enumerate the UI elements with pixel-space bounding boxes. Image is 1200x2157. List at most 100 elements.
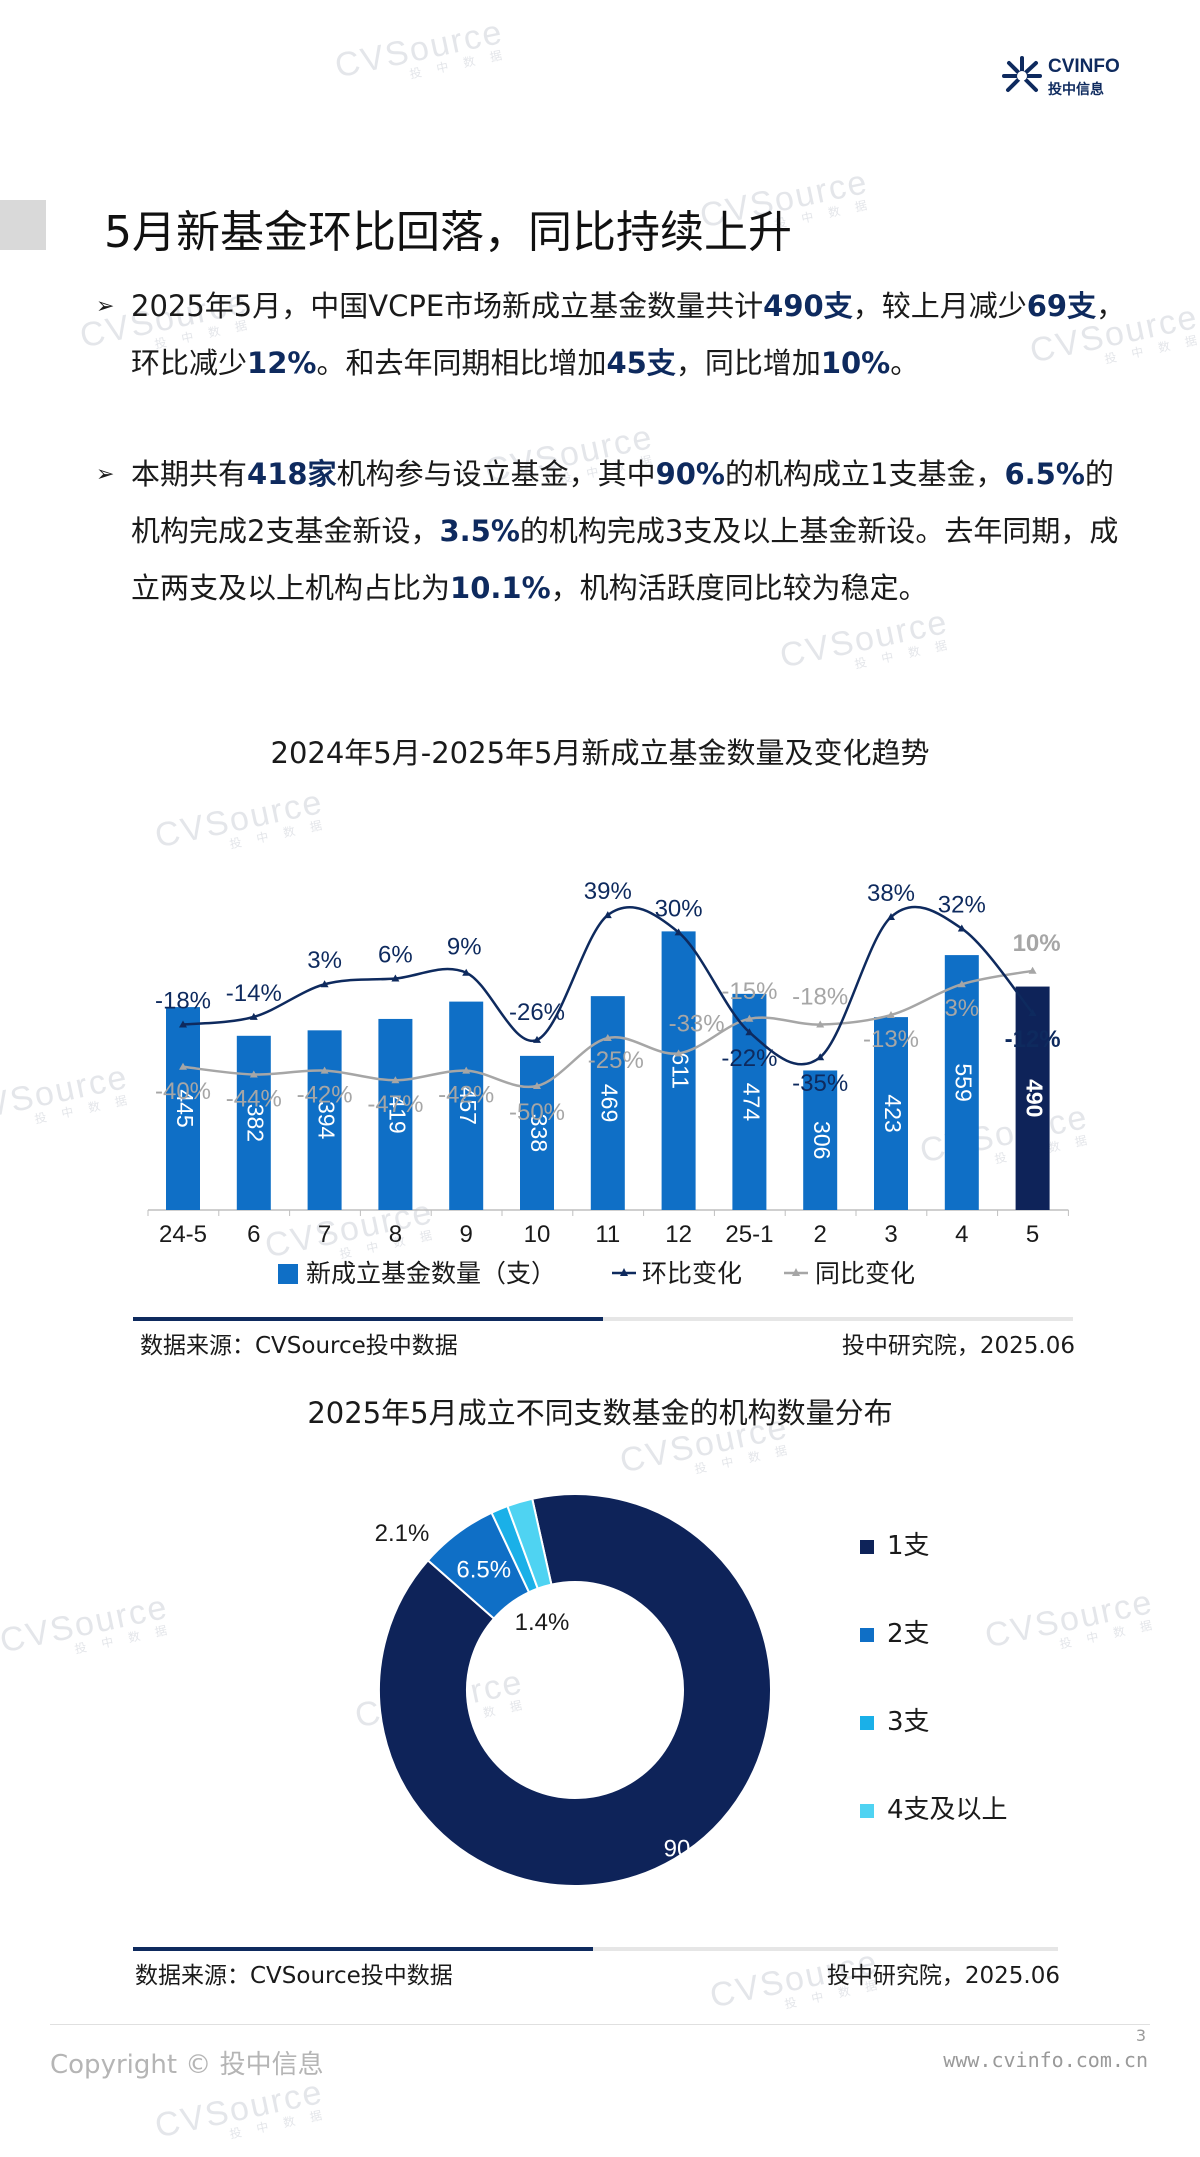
mom-point [1028, 1009, 1037, 1017]
text-run: 2025年5月，中国VCPE市场新成立基金数量共计 [131, 289, 764, 323]
bar-value-label: 338 [526, 1114, 552, 1152]
mom-point [249, 1012, 258, 1020]
copyright-text: Copyright © 投中信息 [50, 2050, 324, 2080]
summary-paragraph-2: ➢ 本期共有418家机构参与设立基金，其中90%的机构成立1支基金，6.5%的机… [96, 446, 1126, 617]
text-run: 。 [890, 346, 920, 380]
mom-point [887, 913, 895, 921]
mom-label: -35% [792, 1070, 848, 1097]
text-run: 的机构完成3支及以上基金新设。去年同期，成立两支及以上机构占比为 [131, 514, 1119, 605]
mom-point [674, 928, 683, 936]
yoy-point [249, 1070, 258, 1078]
logo-text-cn: 投中信息 [1048, 82, 1104, 98]
yoy-label: 3% [944, 995, 979, 1022]
bar-value-label: 490 [1022, 1079, 1048, 1117]
mom-label: 39% [584, 878, 632, 905]
bar-value-label: 474 [738, 1083, 764, 1122]
legend: 新成立基金数量（支） 环比变化 同比变化 [278, 1259, 915, 1288]
mom-point [391, 974, 400, 982]
mom-point [179, 1020, 187, 1028]
x-tick-label: 4 [955, 1221, 968, 1248]
legend-swatch-bars [278, 1264, 298, 1284]
text-run: 本期共有 [131, 457, 248, 491]
mom-label: 38% [867, 880, 915, 907]
bar-value-label: 445 [172, 1089, 198, 1127]
mom-label: -22% [721, 1045, 777, 1072]
mom-label: 9% [447, 934, 482, 961]
yoy-point [179, 1062, 187, 1070]
legend-label: 3支 [887, 1707, 930, 1737]
legend-label: 1支 [887, 1531, 930, 1561]
bar-6 [236, 1035, 271, 1210]
x-tick-label: 10 [524, 1221, 551, 1248]
highlight-value: 12% [247, 346, 317, 380]
bar-5 [1015, 986, 1050, 1210]
bar-value-label: 306 [809, 1121, 835, 1159]
bar-value-label: 611 [668, 1052, 694, 1089]
legend-label: 同比变化 [815, 1259, 915, 1288]
mom-point [320, 980, 329, 988]
legend-swatch [860, 1540, 874, 1554]
footer-divider [50, 2024, 1150, 2025]
mom-label: -12% [1005, 1026, 1061, 1053]
logo-text-en: CVINFO [1048, 56, 1120, 77]
mom-label: -26% [509, 999, 565, 1026]
legend-marker-yoy [792, 1268, 800, 1276]
yoy-point [462, 1066, 471, 1074]
bar-value-label: 382 [243, 1104, 269, 1142]
legend-swatch [860, 1804, 874, 1818]
bar-value-label: 419 [384, 1095, 410, 1133]
highlight-value: 3.5% [439, 514, 520, 548]
x-tick-label: 11 [595, 1221, 620, 1248]
yoy-point [887, 1010, 895, 1018]
yoy-label: -42% [438, 1082, 494, 1109]
summary-paragraph-1: ➢ 2025年5月，中国VCPE市场新成立基金数量共计490支，较上月减少69支… [96, 278, 1126, 392]
x-tick-label: 8 [389, 1221, 402, 1248]
bullet-arrow-icon: ➢ [96, 462, 115, 487]
x-tick-label: 7 [318, 1221, 331, 1248]
source-divider [133, 1947, 1058, 1951]
x-tick-label: 24-5 [159, 1221, 207, 1248]
mom-label: -18% [155, 988, 211, 1015]
slice-label: 2.1% [375, 1520, 430, 1547]
yoy-point [745, 1014, 754, 1022]
legend-label: 新成立基金数量（支） [306, 1259, 556, 1288]
mom-label: 6% [378, 941, 413, 968]
highlight-value: 490支 [763, 289, 853, 323]
bar-value-label: 423 [880, 1094, 906, 1132]
bar-9 [449, 1001, 484, 1210]
bar-4 [944, 955, 979, 1210]
donut-slice-4 [506, 1497, 553, 1590]
bar-value-label: 469 [597, 1084, 623, 1122]
mom-label: 30% [655, 895, 703, 922]
bar-7 [307, 1030, 342, 1210]
x-tick-label: 25-1 [725, 1221, 773, 1248]
yoy-label: -13% [863, 1026, 919, 1053]
yoy-label: -42% [297, 1082, 353, 1109]
text-run: ，同比增加 [675, 346, 821, 380]
yoy-label: -44% [226, 1085, 282, 1112]
yoy-point [320, 1066, 329, 1074]
legend-marker-mom [620, 1268, 628, 1276]
website-link[interactable]: www.cvinfo.com.cn [943, 2048, 1148, 2072]
mom-label: 32% [938, 892, 986, 919]
source-left: 数据来源：CVSource投中数据 [135, 1963, 453, 1989]
bar-8 [378, 1018, 413, 1210]
cvinfo-logo: CVINFO 投中信息 [1000, 52, 1130, 102]
bullet-arrow-icon: ➢ [96, 294, 115, 319]
mom-label: 3% [307, 947, 342, 974]
institution-distribution-chart: 90.0% 6.5%1.4% 2.1% 1支 2支 3支 4支及以上 [375, 1493, 1008, 1887]
yoy-label: -25% [588, 1047, 644, 1074]
mom-point [957, 924, 966, 932]
chart1-title: 2024年5月-2025年5月新成立基金数量及变化趋势 [270, 736, 930, 770]
slice-label: 6.5% [456, 1556, 511, 1583]
source-divider [133, 1317, 1073, 1321]
highlight-value: 10.1% [450, 571, 551, 605]
legend-label: 2支 [887, 1619, 930, 1649]
yoy-label: -15% [721, 978, 777, 1005]
text-run: ，环比减少 [131, 289, 1126, 380]
source-right: 投中研究院，2025.06 [826, 1963, 1060, 1989]
legend-swatch [860, 1716, 874, 1730]
yoy-point [816, 1020, 825, 1028]
